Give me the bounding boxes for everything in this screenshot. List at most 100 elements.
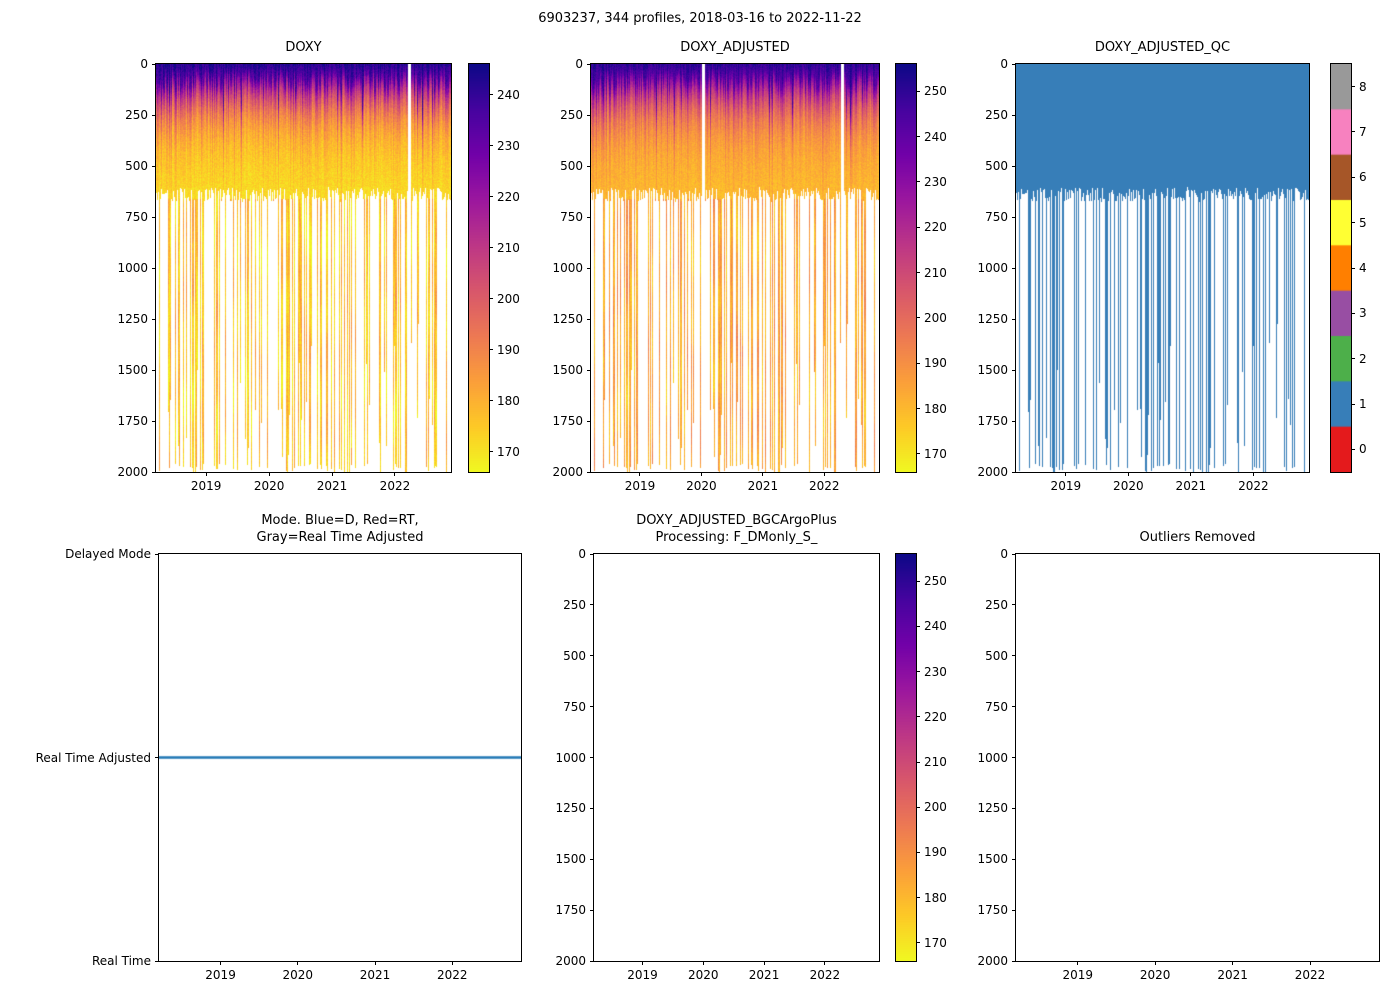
qc-x-tick-label: 2019 xyxy=(1050,479,1082,493)
doxy-cb-tick-mark xyxy=(489,145,493,147)
bgc-cb-tick-mark xyxy=(916,897,920,899)
doxy-panel: DOXY 0 250 500 750 1000 1250 1500 1750 2000 2019 2… xyxy=(117,40,452,492)
doxy_adjusted-y-tick-label: 1750 xyxy=(552,414,583,428)
doxy-colorbar: 170 180 190 200 210 220 230 240 xyxy=(468,63,520,473)
doxy_adjusted-y-tick-mark xyxy=(587,165,591,167)
bgc-x-tick-mark xyxy=(641,961,643,965)
doxy-cb-tick-label: 240 xyxy=(497,87,520,102)
doxy_adjusted-y-tick-label: 500 xyxy=(560,159,583,173)
doxy-y-tick-mark xyxy=(152,318,156,320)
doxy-colorbar-gradient xyxy=(469,64,489,472)
doxy_adjusted-cb-tick-label: 250 xyxy=(924,84,947,99)
qc-y-tick-label: 2000 xyxy=(977,465,1008,479)
qc-x-tick-label: 2021 xyxy=(1175,479,1207,493)
outliers-y-tick-label: 250 xyxy=(985,597,1008,612)
doxy-cb-tick-mark xyxy=(489,400,493,402)
qc-y-tick-mark xyxy=(1012,216,1016,218)
qc-cb-tick-mark xyxy=(1351,403,1355,405)
qc-x-tick-label: 2022 xyxy=(1238,479,1269,493)
doxy-adjusted-colorbar: 170 180 190 200 210 220 230 240 250 xyxy=(895,63,947,473)
doxy-y-tick-mark xyxy=(152,216,156,218)
doxy-cb-tick-label: 190 xyxy=(497,342,520,357)
doxy-x-tick-label: 2020 xyxy=(253,479,285,493)
qc-title: DOXY_ADJUSTED_QC xyxy=(1094,40,1231,56)
bgc-cb-tick-mark xyxy=(916,806,920,808)
bgc-x-tick-mark xyxy=(702,961,704,965)
doxy-cb-tick-label: 220 xyxy=(497,189,520,204)
doxy_adjusted-y-tick-mark xyxy=(587,63,591,65)
outliers-y-tick-label: 2000 xyxy=(977,954,1008,968)
doxy-x-tick-mark xyxy=(394,472,396,476)
qc-x-tick-mark xyxy=(1252,472,1254,476)
doxy-y-tick-label: 1500 xyxy=(117,363,148,377)
mode-x-tick-label: 2021 xyxy=(359,968,391,982)
qc-y-tick-label: 750 xyxy=(985,210,1008,224)
bgc-y-tick-label: 250 xyxy=(563,597,586,612)
mode-title: Mode. Blue=D, Red=RT, Gray=Real Time Adj… xyxy=(256,513,424,546)
doxy-y-tick-label: 0 xyxy=(140,57,148,71)
doxy_adjusted-cb-tick-mark xyxy=(916,317,920,319)
doxy-y-tick-mark xyxy=(152,369,156,371)
qc-x-tick-label: 2020 xyxy=(1113,479,1144,493)
bgc-title: DOXY_ADJUSTED_BGCArgoPlus Processing: F_… xyxy=(636,513,837,546)
bgc-cb-tick-mark xyxy=(916,580,920,582)
doxy-title: DOXY xyxy=(285,40,322,56)
doxy-x-tick-mark xyxy=(268,472,270,476)
mode-y-tick-label: Real Time Adjusted xyxy=(35,750,151,765)
qc-y-tick-label: 0 xyxy=(1000,57,1008,71)
doxy_adjusted-cb-tick-label: 190 xyxy=(924,356,947,371)
bgc-panel: DOXY_ADJUSTED_BGCArgoPlus Processing: F_… xyxy=(555,513,880,981)
qc-cb-tick-mark xyxy=(1351,86,1355,88)
doxy_adjusted-x-tick-mark xyxy=(762,472,764,476)
doxy-cb-tick-mark xyxy=(489,247,493,249)
qc-colorbar: 0 1 2 3 4 5 6 7 8 xyxy=(1330,63,1367,473)
doxy-y-tick-label: 1000 xyxy=(117,261,148,275)
outliers-x-tick-label: 2020 xyxy=(1139,968,1171,982)
outliers-x-tick-label: 2019 xyxy=(1062,968,1094,982)
qc-cb-tick-label: 4 xyxy=(1359,261,1367,275)
qc-y-tick-label: 1500 xyxy=(977,363,1008,377)
qc-cb-tick-label: 8 xyxy=(1359,79,1367,94)
doxy-x-tick-label: 2021 xyxy=(316,479,348,493)
bgc-cb-tick-mark xyxy=(916,761,920,763)
outliers-y-tick-mark xyxy=(1012,655,1016,657)
doxy_adjusted-cb-tick-label: 170 xyxy=(924,446,947,461)
bgc-x-tick-mark xyxy=(824,961,826,965)
bgc-cb-tick-mark xyxy=(916,942,920,944)
bgc-y-tick-mark xyxy=(590,807,594,809)
qc-y-tick-mark xyxy=(1012,471,1016,473)
bgc-cb-tick-label: 240 xyxy=(924,619,947,634)
qc-panel: DOXY_ADJUSTED_QC 0 250 500 750 1000 1250 1500 1… xyxy=(977,40,1310,492)
doxy_adjusted-cb-tick-mark xyxy=(916,181,920,183)
doxy_adjusted-cb-tick-label: 230 xyxy=(924,174,947,189)
doxy-y-tick-label: 500 xyxy=(125,159,148,173)
qc-cb-tick-label: 0 xyxy=(1359,442,1367,457)
outliers-x-tick-mark xyxy=(1309,961,1311,965)
doxy_adjusted-x-tick-label: 2021 xyxy=(747,479,779,493)
doxy_adjusted-cb-tick-label: 240 xyxy=(924,129,947,144)
doxy_adjusted-x-tick-label: 2022 xyxy=(809,479,840,493)
qc-cb-tick-label: 3 xyxy=(1359,306,1367,321)
doxy-adjusted-title: DOXY_ADJUSTED xyxy=(680,40,790,56)
doxy_adjusted-y-tick-label: 1000 xyxy=(552,261,583,275)
doxy-y-tick-label: 1250 xyxy=(117,312,148,326)
doxy-cb-tick-mark xyxy=(489,94,493,96)
bgc-y-tick-label: 1500 xyxy=(555,852,586,867)
doxy_adjusted-y-tick-label: 0 xyxy=(575,57,583,71)
bgc-cb-tick-label: 220 xyxy=(924,709,947,724)
bgc-y-tick-mark xyxy=(590,909,594,911)
bgc-y-tick-label: 1000 xyxy=(555,750,586,765)
doxy-cb-tick-mark xyxy=(489,349,493,351)
doxy-cb-tick-mark xyxy=(489,196,493,198)
qc-cb-tick-mark xyxy=(1351,222,1355,224)
qc-x-tick-mark xyxy=(1190,472,1192,476)
bgc-x-tick-label: 2020 xyxy=(687,968,719,982)
doxy_adjusted-y-tick-label: 2000 xyxy=(552,465,583,479)
doxy_adjusted-y-tick-mark xyxy=(587,267,591,269)
bgc-y-tick-mark xyxy=(590,960,594,962)
doxy-x-tick-mark xyxy=(205,472,207,476)
outliers-x-tick-mark xyxy=(1154,961,1156,965)
doxy-heatmap-plot xyxy=(156,64,451,472)
qc-x-tick-mark xyxy=(1127,472,1129,476)
